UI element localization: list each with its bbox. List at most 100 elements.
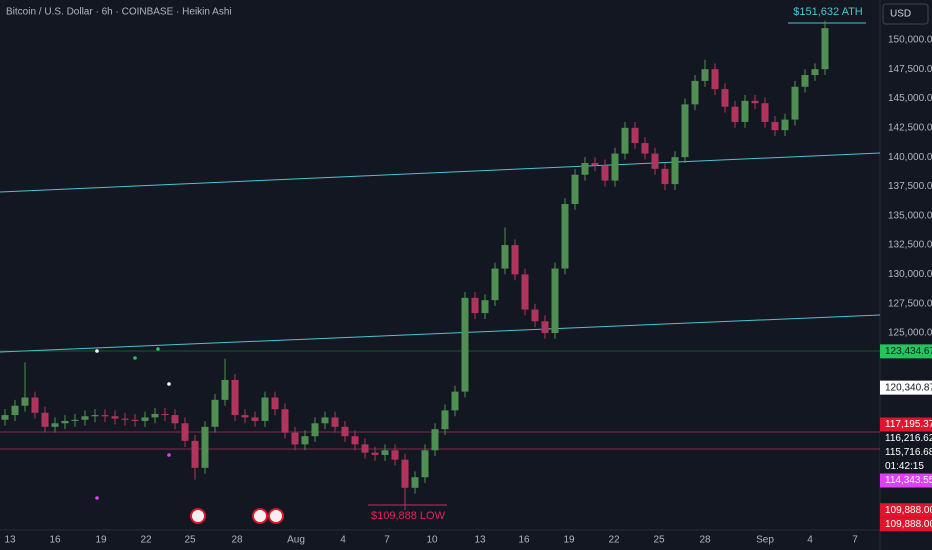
y-tick-label: 125,000.00 [888,328,932,339]
candle-body [51,423,59,427]
x-tick-label: 22 [608,535,620,546]
candle-body [171,415,179,424]
candle-body [521,274,529,310]
event-icon[interactable] [268,508,284,524]
candle-body [191,440,199,468]
event-icon[interactable] [252,508,268,524]
candle-body [241,415,249,418]
candle-body [441,410,449,430]
candle-body [391,450,399,460]
price-label: 109,888.00 [885,519,932,530]
candle-body [551,268,559,334]
price-label: 01:42:15 [885,461,924,472]
candle-body [611,153,619,181]
currency-label[interactable]: USD [890,9,911,20]
event-icon[interactable] [190,508,206,524]
price-label: 109,888.00 [885,505,932,516]
candle-body [681,104,689,158]
x-tick-label: 19 [563,535,575,546]
x-tick-label: 19 [95,535,107,546]
candle-body [821,28,829,70]
candle-body [671,157,679,185]
price-label-box [880,517,932,532]
candle-body [751,100,759,104]
candle-body [371,452,379,455]
candle-body [281,409,289,433]
candle-body [141,417,149,421]
x-tick-label: 16 [49,535,61,546]
candle-body [501,245,509,269]
ath-annotation: $151,632 ATH [793,6,863,18]
signal-dot [95,349,99,353]
candle-body [461,297,469,392]
candle-body [741,100,749,122]
y-tick-label: 150,000.00 [888,35,932,46]
signal-dot [167,382,171,386]
candle-body [711,69,719,90]
price-label: 120,340.87 [885,382,932,393]
candle-body [161,413,169,416]
candle-body [651,153,659,169]
candle-body [511,245,519,275]
candle-body [571,174,579,205]
candle-body [181,423,189,441]
candle-body [351,436,359,445]
x-tick-label: 13 [4,535,16,546]
candle-body [491,268,499,301]
y-tick-label: 147,500.00 [888,64,932,75]
candle-body [21,397,29,406]
candle-body [401,459,409,488]
candle-body [201,426,209,468]
candle-body [301,436,309,445]
candle-body [791,86,799,120]
candle-body [311,423,319,437]
price-label: 116,216.62 [885,433,932,444]
x-tick-label: Aug [287,535,305,546]
candle-body [101,415,109,417]
candle-body [621,127,629,154]
candle-body [731,106,739,122]
candle-body [431,429,439,451]
candle-body [421,450,429,478]
candle-body [721,89,729,107]
price-label-box [880,344,932,359]
y-tick-label: 145,000.00 [888,93,932,104]
price-label: 123,434.67 [885,346,932,357]
candle-body [781,119,789,131]
x-tick-label: 7 [852,535,858,546]
candle-body [451,391,459,411]
candle-body [1,415,9,420]
x-tick-label: 10 [426,535,438,546]
x-tick-label: Sep [756,535,774,546]
candle-body [91,415,99,417]
candle-body [581,162,589,175]
candle-body [211,399,219,427]
candle-body [151,413,159,418]
chart-title: Bitcoin / U.S. Dollar · 6h · COINBASE · … [6,7,232,18]
candle-body [251,417,259,421]
currency-button[interactable] [882,3,929,25]
candle-body [381,450,389,455]
candle-body [641,143,649,154]
y-tick-label: 130,000.00 [888,269,932,280]
candle-body [661,168,669,185]
candle-body [361,444,369,453]
x-tick-label: 4 [340,535,346,546]
y-tick-label: 137,500.00 [888,181,932,192]
candle-body [131,419,139,421]
y-tick-label: 132,500.00 [888,240,932,251]
price-label-box [880,459,932,474]
x-tick-label: 4 [807,535,813,546]
candle-body [81,416,89,420]
candle-body [291,432,299,445]
y-tick-label: 140,000.00 [888,152,932,163]
x-tick-label: 7 [384,535,390,546]
price-label-box [880,380,932,395]
candle-body [31,397,39,413]
candle-body [321,417,329,424]
y-tick-label: 127,500.00 [888,298,932,309]
candle-body [481,300,489,314]
signal-dot [156,347,160,351]
candle-body [761,103,769,122]
